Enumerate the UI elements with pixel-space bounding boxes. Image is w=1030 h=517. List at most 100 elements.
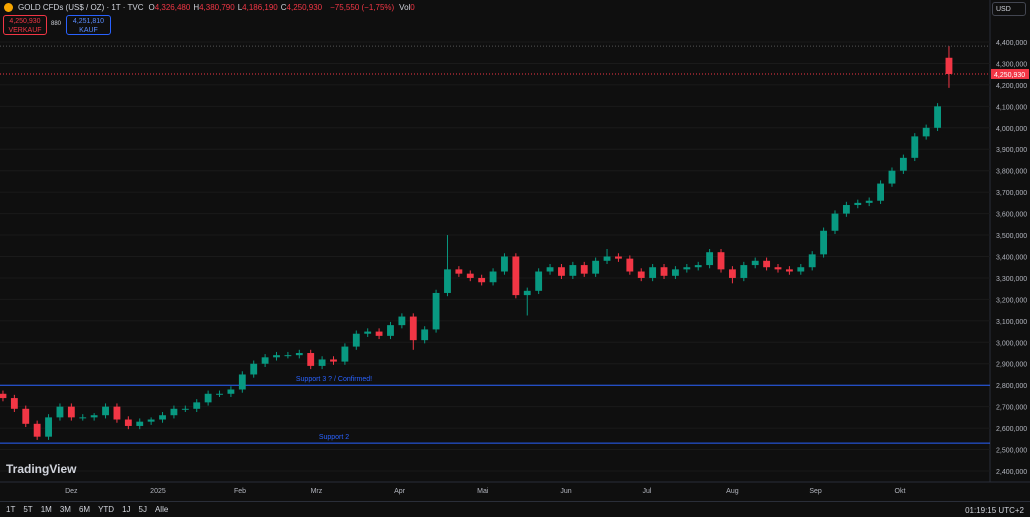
candle-body: [136, 421, 144, 426]
y-tick-label: 4,300,000: [996, 61, 1027, 68]
candle-body: [934, 106, 941, 128]
x-tick-label: Aug: [726, 488, 739, 495]
range-button[interactable]: Alle: [154, 505, 169, 514]
y-tick-label: 3,000,000: [996, 340, 1027, 347]
ohlc-value: 4,186,190: [242, 3, 278, 12]
candle-body: [797, 267, 805, 272]
candle-body: [922, 127, 930, 137]
x-tick-label: Feb: [234, 488, 246, 495]
x-tick-label: Jun: [560, 488, 571, 495]
range-button[interactable]: 5J: [138, 505, 147, 514]
volume: Vol0: [399, 3, 415, 12]
candle-body: [580, 265, 588, 274]
candle-body: [375, 331, 383, 336]
ohlc-item: O4,326,480: [149, 3, 191, 12]
candle-body: [102, 406, 109, 416]
currency-selector[interactable]: USD: [992, 2, 1026, 16]
candle-body: [854, 202, 862, 206]
candle-body: [113, 406, 121, 420]
range-button[interactable]: 1J: [122, 505, 131, 514]
x-tick-label: Sep: [809, 488, 822, 495]
ohlc-value: 4,380,790: [199, 3, 235, 12]
candle-body: [364, 331, 372, 334]
y-tick-label: 3,300,000: [996, 276, 1027, 283]
candle-body: [421, 329, 429, 341]
candle-body: [67, 406, 75, 418]
ohlc-key: C: [280, 3, 287, 12]
candle-body: [877, 183, 885, 201]
candle-body: [683, 267, 691, 270]
candle-body: [945, 57, 953, 74]
candle-body: [649, 267, 657, 278]
buy-label: KAUF: [79, 27, 98, 34]
candle-body: [728, 269, 736, 278]
candle-body: [341, 346, 349, 362]
candle-body: [455, 269, 463, 274]
range-button[interactable]: 3M: [59, 505, 71, 514]
candle-body: [592, 260, 600, 274]
candle-body: [159, 415, 166, 420]
ohlc-item: L4,186,190: [238, 3, 278, 12]
candle-body: [227, 389, 235, 394]
last-price-tag: [991, 68, 1029, 79]
candle-body: [672, 269, 679, 276]
x-tick-label: Mrz: [311, 488, 323, 495]
candle-body: [831, 213, 839, 231]
candle-body: [740, 265, 748, 278]
ohlc-item: C4,250,930: [281, 3, 322, 12]
candle-body: [751, 260, 759, 266]
candle-body: [774, 267, 782, 270]
candle-body: [330, 359, 337, 362]
buy-price: 4,251,810: [72, 18, 105, 25]
bottom-toolbar: 01:19:15 UTC+2 1T 5T 1M 3M 6M YTD 1J 5J Alle: [0, 501, 1030, 517]
y-tick-label: 3,600,000: [996, 212, 1027, 219]
candle-body: [56, 406, 64, 418]
candle-body: [193, 402, 201, 409]
candle-body: [307, 353, 315, 366]
buy-button[interactable]: 4,251,810 KAUF: [66, 15, 111, 35]
x-tick-label: Jul: [642, 488, 651, 495]
candle-body: [512, 256, 520, 296]
y-tick-label: 2,900,000: [996, 362, 1027, 369]
candle-body: [763, 260, 771, 268]
candle-body: [261, 357, 269, 364]
range-button[interactable]: 5T: [23, 505, 33, 514]
ohlc-key: L: [237, 3, 243, 12]
symbol[interactable]: GOLD CFDs (US$ / OZ) · 1T · TVC: [18, 3, 144, 12]
candle-body: [0, 393, 7, 399]
candle-body: [558, 267, 565, 276]
candle-body: [569, 265, 577, 276]
candle-body: [238, 374, 246, 390]
range-button[interactable]: 1T: [6, 505, 16, 514]
candle-body: [660, 267, 668, 276]
candle-body: [603, 256, 611, 261]
range-button[interactable]: 1M: [40, 505, 52, 514]
clock: 01:19:15 UTC+2: [965, 506, 1024, 515]
candle-body: [717, 252, 725, 270]
y-tick-label: 2,700,000: [996, 405, 1027, 412]
y-tick-label: 2,800,000: [996, 383, 1027, 390]
candle-body: [466, 273, 474, 278]
ohlc: O4,326,480 H4,380,790 L4,186,190 C4,250,930: [149, 3, 326, 12]
candle-body: [546, 267, 554, 272]
range-button[interactable]: YTD: [98, 505, 115, 514]
candle-body: [842, 205, 850, 214]
horizontal-line-label: Support 2: [319, 434, 349, 441]
x-tick-label: Okt: [895, 488, 906, 495]
candle-body: [90, 415, 98, 418]
sell-price: 4,250,930: [9, 18, 41, 25]
candle-body: [865, 200, 873, 203]
range-button[interactable]: 6M: [78, 505, 91, 514]
y-tick-label: 2,500,000: [996, 448, 1027, 455]
sell-button[interactable]: 4,250,930 VERKAUF: [3, 15, 47, 35]
y-tick-label: 4,100,000: [996, 104, 1027, 111]
candle-body: [911, 136, 919, 158]
volume-value: 0: [410, 3, 415, 12]
candle-body: [409, 316, 417, 341]
candle-body: [626, 258, 634, 272]
candle-body: [147, 419, 155, 422]
candle-body: [899, 157, 907, 171]
candle-body: [615, 256, 622, 259]
candle-body: [45, 417, 52, 437]
candle-body: [387, 325, 394, 336]
